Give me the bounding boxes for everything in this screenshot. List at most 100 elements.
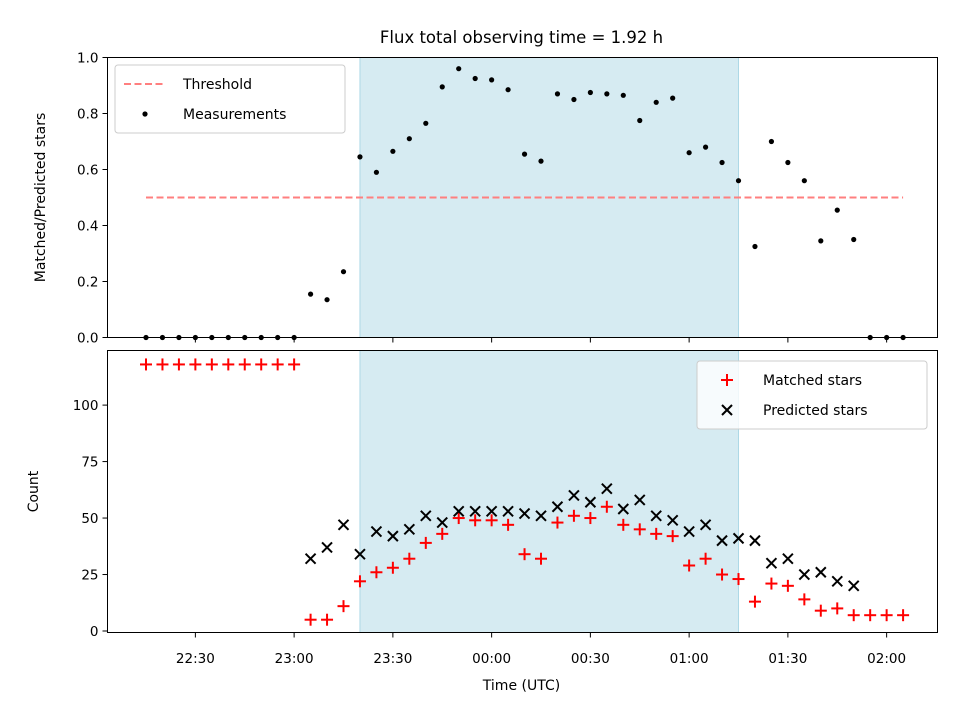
measurement-point bbox=[554, 91, 561, 97]
matched-star-point bbox=[716, 568, 729, 581]
predicted-star-point bbox=[420, 510, 432, 522]
y-tick-label: 0.2 bbox=[77, 275, 98, 291]
y-tick-label: 0.6 bbox=[77, 163, 98, 179]
matched-star-point bbox=[617, 518, 630, 531]
y-tick-label: 50 bbox=[81, 511, 98, 527]
y-tick-label: 0.0 bbox=[77, 331, 98, 347]
legend-matched-swatch bbox=[721, 374, 733, 386]
measurement-point bbox=[307, 291, 314, 297]
y-tick-label: 0.4 bbox=[77, 219, 98, 235]
bottom-legend-box bbox=[696, 360, 928, 430]
matched-star-point bbox=[403, 552, 416, 565]
bottom-panel: 0 25 50 75 100 22:30 23:00 23:30 00:00 00:30 01:0… bbox=[26, 350, 938, 694]
measurement-point bbox=[423, 120, 429, 126]
legend-predicted-label: Predicted stars bbox=[763, 403, 868, 419]
measurement-point bbox=[587, 89, 593, 96]
predicted-star-point bbox=[782, 553, 794, 565]
legend-matched-label: Matched stars bbox=[763, 373, 862, 389]
matched-star-point bbox=[814, 604, 827, 617]
matched-star-point bbox=[699, 552, 712, 565]
measurement-point bbox=[489, 77, 495, 83]
x-tick-label: 00:00 bbox=[472, 651, 511, 667]
measurement-point bbox=[653, 99, 659, 105]
predicted-star-point bbox=[749, 534, 761, 547]
measurement-point bbox=[604, 91, 610, 97]
legend-measurements-swatch bbox=[142, 111, 148, 117]
matched-star-point bbox=[485, 514, 498, 527]
y-tick-label: 25 bbox=[81, 568, 98, 584]
matched-star-point bbox=[748, 595, 761, 608]
measurement-point bbox=[702, 144, 709, 150]
measurement-point bbox=[373, 169, 380, 175]
matched-star-point bbox=[535, 552, 548, 565]
matched-star-point bbox=[469, 514, 482, 527]
measurement-point bbox=[801, 178, 807, 184]
measurement-point bbox=[406, 136, 412, 142]
matched-stars-points bbox=[140, 358, 910, 626]
matched-star-point bbox=[765, 577, 778, 590]
measurement-point bbox=[818, 238, 824, 244]
matched-star-point bbox=[666, 530, 679, 543]
measurement-point bbox=[620, 92, 626, 98]
matched-star-point bbox=[781, 579, 794, 592]
predicted-star-point bbox=[650, 510, 662, 522]
predicted-star-point bbox=[436, 516, 448, 529]
matched-star-point bbox=[502, 518, 515, 531]
top-y-axis-label: Matched/Predicted stars bbox=[33, 113, 49, 283]
predicted-star-point bbox=[815, 566, 827, 578]
matched-star-point bbox=[205, 358, 218, 371]
matched-star-point bbox=[353, 575, 366, 588]
matched-star-point bbox=[419, 536, 432, 549]
predicted-star-point bbox=[848, 580, 860, 592]
matched-star-point bbox=[847, 609, 860, 622]
legend-threshold-label: Threshold bbox=[182, 77, 252, 93]
bottom-y-axis-label: Count bbox=[26, 470, 42, 512]
measurement-point bbox=[719, 159, 725, 166]
predicted-star-point bbox=[453, 505, 465, 517]
matched-star-point bbox=[897, 609, 910, 622]
measurement-point bbox=[571, 96, 577, 103]
predicted-star-point bbox=[502, 505, 514, 517]
x-tick-label: 01:30 bbox=[768, 651, 807, 667]
chart-title: Flux total observing time = 1.92 h bbox=[380, 28, 663, 47]
matched-star-point bbox=[172, 358, 185, 371]
y-tick-label: 75 bbox=[81, 455, 98, 471]
matched-star-point bbox=[304, 613, 317, 626]
measurement-point bbox=[521, 151, 528, 157]
predicted-star-point bbox=[699, 519, 712, 531]
x-tick-label: 23:00 bbox=[275, 651, 314, 667]
x-tick-label: 01:00 bbox=[670, 651, 709, 667]
measurement-point bbox=[340, 269, 347, 275]
legend-matched-marker bbox=[721, 374, 733, 386]
top-x-ticks bbox=[194, 337, 888, 343]
matched-star-point bbox=[452, 512, 465, 525]
predicted-star-point bbox=[634, 494, 646, 506]
measurement-point bbox=[456, 66, 462, 72]
matched-star-point bbox=[798, 593, 811, 606]
measurement-point bbox=[752, 243, 758, 250]
matched-star-point bbox=[370, 566, 383, 579]
top-panel: 0.0 0.2 0.4 0.6 0.8 1.0 Matched/Predicted sta… bbox=[33, 51, 938, 347]
matched-star-point bbox=[189, 358, 202, 371]
measurement-point bbox=[735, 178, 742, 184]
matched-star-point bbox=[436, 527, 449, 540]
predicted-star-point bbox=[666, 514, 679, 527]
measurement-point bbox=[324, 297, 330, 303]
matched-star-point bbox=[288, 358, 301, 371]
predicted-star-point bbox=[601, 482, 613, 495]
predicted-star-point bbox=[518, 507, 531, 520]
matched-star-point bbox=[255, 358, 268, 371]
measurement-point bbox=[637, 117, 643, 124]
bottom-axes-frame bbox=[107, 350, 938, 633]
matched-star-point bbox=[386, 561, 399, 574]
predicted-star-point bbox=[798, 568, 811, 581]
measurement-point bbox=[472, 75, 478, 82]
predicted-star-point bbox=[683, 525, 695, 538]
matched-star-point bbox=[683, 559, 696, 572]
legend-measurements-label: Measurements bbox=[183, 107, 286, 123]
top-legend: Threshold Measurements bbox=[114, 64, 346, 134]
predicted-star-point bbox=[321, 541, 333, 554]
matched-star-point bbox=[831, 602, 844, 615]
matched-star-point bbox=[271, 358, 284, 371]
